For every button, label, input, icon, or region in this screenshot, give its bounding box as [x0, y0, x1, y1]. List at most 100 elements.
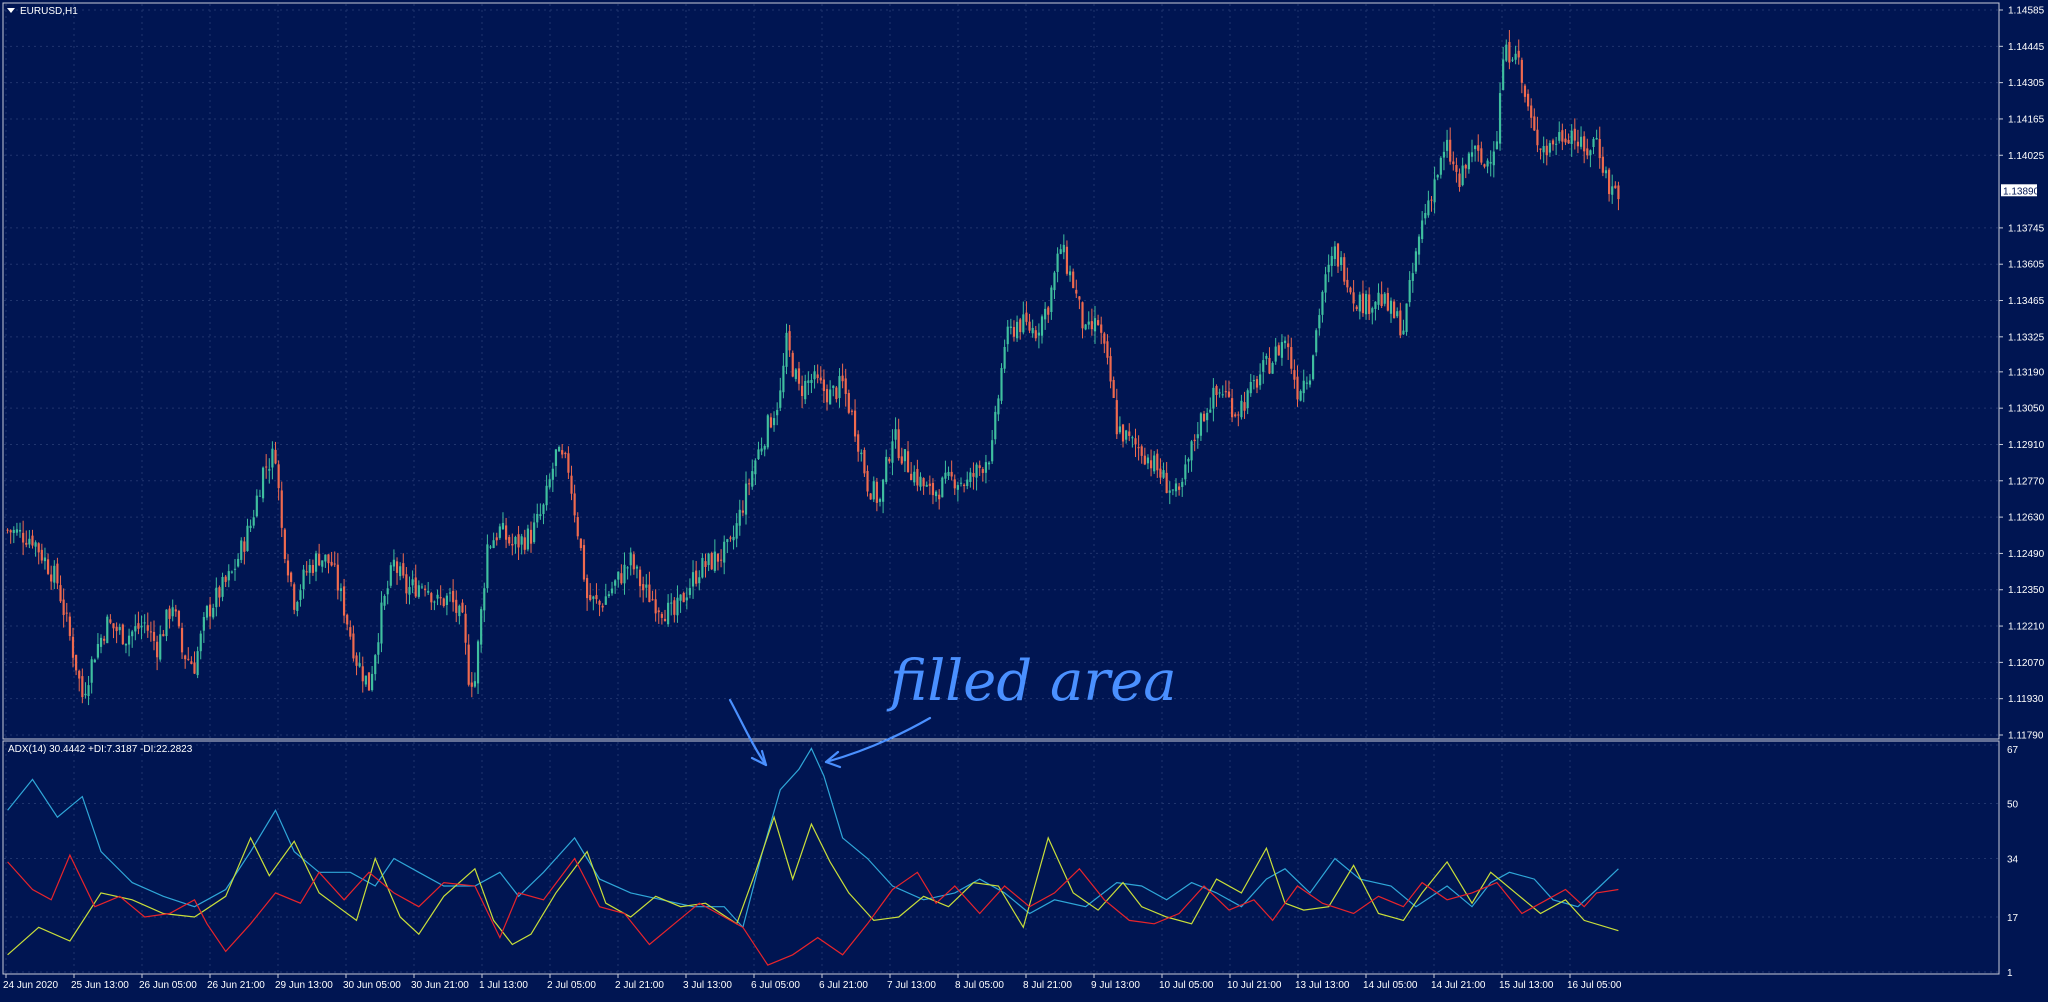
- candle: [1243, 391, 1246, 419]
- candle: [346, 613, 349, 631]
- candle: [997, 394, 1000, 422]
- candle: [140, 615, 143, 640]
- candle: [931, 478, 935, 505]
- time-tick-label: 30 Jun 05:00: [343, 980, 401, 991]
- annotation-arrow-right: [824, 716, 932, 764]
- candle: [43, 547, 47, 570]
- candle: [75, 654, 78, 676]
- candle: [1178, 482, 1181, 496]
- candle: [632, 551, 635, 575]
- candle: [1408, 271, 1411, 307]
- candle: [336, 552, 339, 600]
- candle: [959, 477, 963, 487]
- price-tick-label: 1.12350: [2008, 585, 2045, 596]
- candle: [1075, 279, 1078, 299]
- candle: [1551, 138, 1555, 151]
- candle: [1249, 373, 1252, 397]
- candle: [1277, 342, 1280, 356]
- candle: [1486, 158, 1489, 174]
- candle: [411, 570, 414, 594]
- candle: [162, 630, 165, 637]
- candle: [134, 614, 137, 641]
- candle: [439, 585, 442, 606]
- candle: [536, 503, 539, 528]
- candle: [389, 562, 392, 589]
- candle: [1374, 301, 1377, 321]
- candle: [492, 532, 495, 549]
- candle: [1530, 98, 1533, 129]
- candle: [299, 584, 302, 607]
- candle: [1483, 163, 1486, 169]
- candle: [68, 612, 71, 641]
- candle: [719, 549, 723, 568]
- candle: [461, 599, 464, 614]
- time-tick-label: 14 Jul 21:00: [1431, 980, 1486, 991]
- candle: [423, 585, 427, 597]
- candle: [682, 591, 685, 603]
- candle: [1022, 301, 1025, 335]
- candle: [614, 579, 617, 594]
- candle: [573, 484, 576, 523]
- candle: [1480, 141, 1483, 165]
- candle: [704, 553, 707, 578]
- price-tick-label: 1.12070: [2008, 658, 2045, 669]
- candle: [420, 583, 424, 590]
- candle: [1000, 363, 1003, 405]
- candle: [1436, 174, 1439, 181]
- candle: [392, 549, 396, 571]
- candle: [274, 441, 277, 465]
- candle: [607, 591, 611, 599]
- candle: [286, 554, 290, 583]
- candle: [1333, 241, 1336, 266]
- candle: [1255, 375, 1259, 394]
- candle: [804, 374, 807, 405]
- candle: [149, 621, 152, 642]
- candle: [414, 564, 417, 599]
- candle: [869, 492, 872, 500]
- time-tick-label: 2 Jul 05:00: [547, 980, 596, 991]
- candle: [910, 461, 913, 481]
- candle: [1181, 477, 1184, 497]
- candle: [1009, 318, 1012, 335]
- candle: [1072, 268, 1075, 289]
- candle: [1589, 149, 1592, 168]
- candle: [218, 585, 221, 607]
- candle: [620, 564, 623, 585]
- candle: [545, 475, 548, 511]
- candle: [1327, 254, 1330, 283]
- candle: [667, 594, 670, 627]
- candle: [1106, 334, 1109, 365]
- candle: [1159, 458, 1162, 484]
- candle: [984, 454, 988, 484]
- candle: [623, 552, 626, 595]
- candle: [570, 465, 573, 501]
- candle: [1149, 449, 1153, 477]
- candle: [526, 524, 529, 552]
- candle: [1430, 196, 1433, 212]
- candle: [1274, 337, 1277, 365]
- candle: [1402, 319, 1405, 335]
- candle: [1614, 181, 1617, 189]
- candle: [1097, 314, 1100, 326]
- indicator-tick-label: 1: [2007, 968, 2013, 979]
- candle: [829, 380, 832, 405]
- candle: [913, 465, 916, 486]
- candle: [1358, 291, 1361, 320]
- indicator-tick-label: 67: [2007, 745, 2019, 756]
- candle: [508, 534, 511, 546]
- triangle-down-icon[interactable]: [7, 8, 15, 13]
- candle: [1131, 435, 1134, 448]
- symbol-header[interactable]: EURUSD,H1: [7, 6, 78, 17]
- candle: [769, 413, 773, 429]
- candle: [1206, 407, 1209, 433]
- candle: [654, 589, 657, 622]
- candle: [963, 483, 966, 493]
- candle: [486, 534, 489, 593]
- candle: [1340, 251, 1343, 271]
- candle: [1031, 319, 1034, 338]
- candle: [557, 445, 561, 452]
- candle: [1514, 45, 1517, 65]
- candle: [916, 459, 919, 492]
